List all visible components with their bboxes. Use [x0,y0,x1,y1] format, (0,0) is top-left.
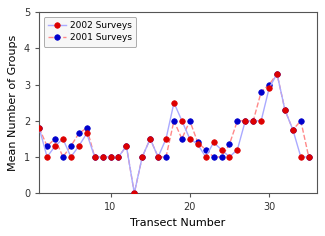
2002 Surveys [85,132,89,135]
2001 Surveys [85,126,89,129]
2002 Surveys [259,119,263,122]
Line: 2001 Surveys: 2001 Surveys [36,71,312,196]
2001 Surveys [116,156,120,158]
2002 Surveys [132,192,136,194]
2001 Surveys [93,156,97,158]
2002 Surveys [101,156,105,158]
2001 Surveys [267,83,271,86]
2002 Surveys [235,148,239,151]
2002 Surveys [180,119,184,122]
2001 Surveys [69,145,73,148]
2002 Surveys [45,156,49,158]
2001 Surveys [37,126,41,129]
2001 Surveys [283,109,287,111]
2001 Surveys [45,145,49,148]
2001 Surveys [299,119,303,122]
2001 Surveys [291,128,295,131]
Line: 2002 Surveys: 2002 Surveys [36,71,312,196]
2001 Surveys [220,156,224,158]
2001 Surveys [53,137,57,140]
2002 Surveys [156,156,160,158]
2002 Surveys [227,156,231,158]
2001 Surveys [77,132,81,135]
2001 Surveys [235,119,239,122]
2002 Surveys [69,156,73,158]
2001 Surveys [196,141,200,144]
2002 Surveys [61,137,65,140]
2001 Surveys [227,143,231,146]
2001 Surveys [212,156,215,158]
2002 Surveys [204,156,208,158]
2002 Surveys [275,72,279,75]
2002 Surveys [251,119,255,122]
Y-axis label: Mean Number of Groups: Mean Number of Groups [8,35,18,171]
Legend: 2002 Surveys, 2001 Surveys: 2002 Surveys, 2001 Surveys [44,17,136,46]
2002 Surveys [299,156,303,158]
2001 Surveys [148,137,152,140]
2001 Surveys [156,156,160,158]
2002 Surveys [164,137,168,140]
2002 Surveys [116,156,120,158]
2001 Surveys [101,156,105,158]
2002 Surveys [243,119,247,122]
2002 Surveys [188,137,192,140]
2001 Surveys [172,119,176,122]
2002 Surveys [267,87,271,90]
X-axis label: Transect Number: Transect Number [130,218,226,228]
2001 Surveys [109,156,112,158]
2002 Surveys [37,126,41,129]
2002 Surveys [148,137,152,140]
2001 Surveys [132,192,136,194]
2002 Surveys [172,101,176,104]
2002 Surveys [283,109,287,111]
2002 Surveys [124,145,128,148]
2001 Surveys [164,156,168,158]
2001 Surveys [188,119,192,122]
2002 Surveys [220,148,224,151]
2002 Surveys [291,128,295,131]
2001 Surveys [140,156,144,158]
2002 Surveys [140,156,144,158]
2001 Surveys [307,156,311,158]
2001 Surveys [124,145,128,148]
2001 Surveys [243,119,247,122]
2002 Surveys [77,145,81,148]
2001 Surveys [275,72,279,75]
2002 Surveys [93,156,97,158]
2001 Surveys [204,148,208,151]
2002 Surveys [53,145,57,148]
2001 Surveys [61,156,65,158]
2002 Surveys [109,156,112,158]
2001 Surveys [180,137,184,140]
2001 Surveys [259,90,263,93]
2002 Surveys [196,143,200,146]
2002 Surveys [307,156,311,158]
2001 Surveys [251,119,255,122]
2002 Surveys [212,141,215,144]
